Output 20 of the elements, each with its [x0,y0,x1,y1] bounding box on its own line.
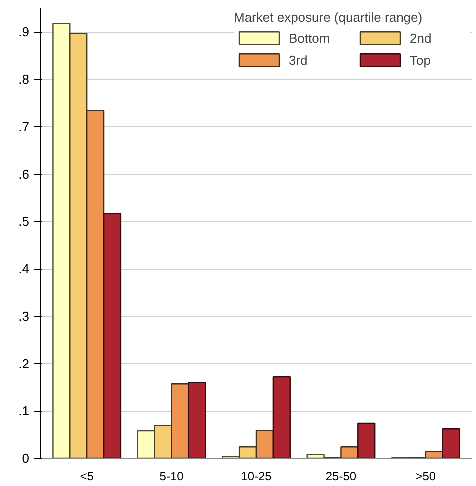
y-tick-label: 0 [22,451,30,466]
legend-label: Top [410,52,432,68]
y-tick-label: .7 [18,119,30,134]
x-tick-label: >50 [416,470,436,484]
y-tick-label: .9 [18,24,30,40]
y-tick-label: .4 [18,262,30,277]
y-tick-label: .8 [18,72,30,88]
legend-title: Market exposure (quartile range) [234,10,424,25]
y-tick-label: .2 [18,356,30,372]
legend-label: 2nd [410,30,433,46]
y-tick-label: .3 [18,308,30,324]
x-tick-label: 10-25 [241,470,272,484]
legend-label: Bottom [289,30,332,46]
legend-label: 3rd [289,52,309,68]
x-tick-label: 5-10 [160,470,184,484]
y-tick-label: .5 [18,214,30,230]
x-tick-label: 25-50 [326,470,357,484]
x-tick-label: <5 [80,470,94,484]
y-tick-label: .6 [18,166,30,182]
y-tick-label: .1 [18,404,30,419]
